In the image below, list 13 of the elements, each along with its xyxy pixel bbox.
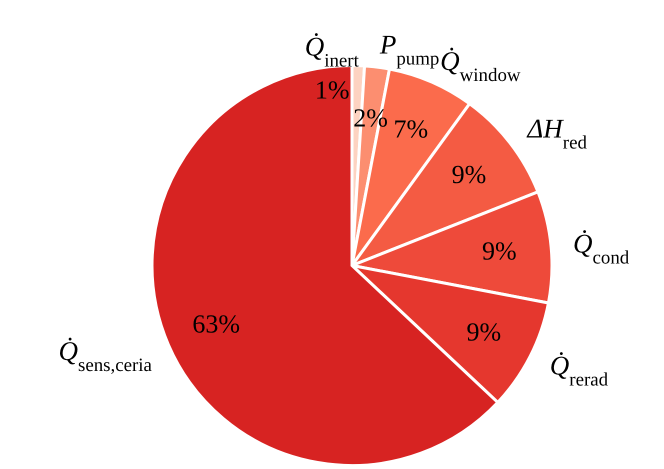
data-label: 9% (466, 318, 502, 347)
slice-label: Q̇$_{cond}$ (573, 228, 630, 268)
slice-label: Q̇$_{window}$ (440, 46, 521, 86)
slice-label: P$_{pump}$ (378, 29, 440, 69)
slice-label: Q̇$_{rerad}$ (550, 350, 609, 390)
slice-label: Q̇$_{sens,ceria}$ (58, 336, 153, 376)
data-label: 1% (314, 76, 350, 105)
data-label: 9% (452, 160, 486, 189)
data-label: 7% (393, 114, 428, 144)
slice-label: ΔH$_{red}$ (526, 113, 588, 153)
data-label: 63% (192, 309, 240, 338)
data-label: 9% (482, 236, 517, 266)
slice-label: Q̇$_{inert}$ (304, 32, 360, 72)
